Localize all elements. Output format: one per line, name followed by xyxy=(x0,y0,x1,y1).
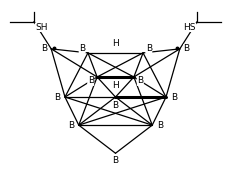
Text: HS: HS xyxy=(183,23,196,32)
Text: B: B xyxy=(54,93,60,101)
Text: B: B xyxy=(88,77,94,85)
Text: H: H xyxy=(112,39,119,48)
Text: B: B xyxy=(112,101,119,110)
Text: B: B xyxy=(79,44,85,53)
Text: B: B xyxy=(68,121,74,130)
Text: B: B xyxy=(112,156,119,165)
Text: H: H xyxy=(112,82,119,90)
Text: SH: SH xyxy=(35,23,48,32)
Text: B: B xyxy=(41,44,47,53)
Text: B: B xyxy=(171,93,177,101)
Text: B: B xyxy=(184,44,190,53)
Text: B: B xyxy=(146,44,152,53)
Text: B: B xyxy=(137,77,143,85)
Text: B: B xyxy=(157,121,163,130)
